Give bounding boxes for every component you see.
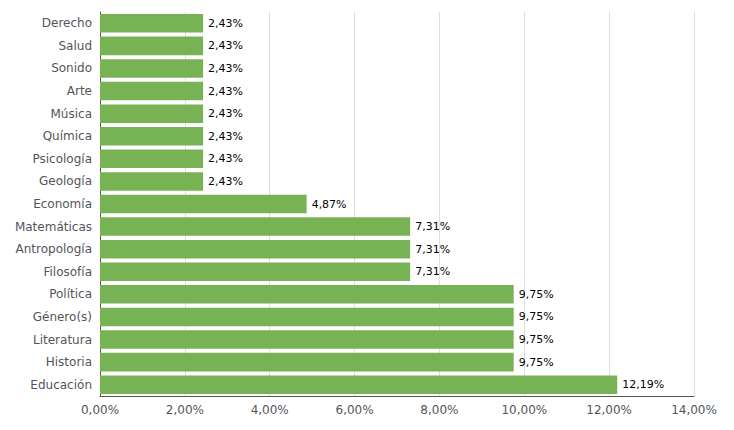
svg-text:9,75%: 9,75% xyxy=(519,288,554,301)
svg-text:4,87%: 4,87% xyxy=(312,198,347,211)
svg-text:2,43%: 2,43% xyxy=(208,107,243,120)
svg-text:12,19%: 12,19% xyxy=(622,378,664,391)
svg-text:Filosofía: Filosofía xyxy=(43,265,92,279)
svg-text:2,00%: 2,00% xyxy=(166,403,204,417)
svg-text:Salud: Salud xyxy=(58,39,92,53)
svg-text:4,00%: 4,00% xyxy=(251,403,289,417)
svg-text:9,75%: 9,75% xyxy=(519,310,554,323)
svg-text:6,00%: 6,00% xyxy=(336,403,374,417)
svg-text:12,00%: 12,00% xyxy=(586,403,632,417)
svg-text:10,00%: 10,00% xyxy=(501,403,547,417)
svg-text:7,31%: 7,31% xyxy=(415,220,450,233)
svg-text:Antropología: Antropología xyxy=(16,242,92,256)
svg-text:Química: Química xyxy=(43,129,92,143)
svg-text:0,00%: 0,00% xyxy=(81,403,119,417)
svg-text:7,31%: 7,31% xyxy=(415,265,450,278)
svg-text:Sonido: Sonido xyxy=(51,61,92,75)
svg-text:2,43%: 2,43% xyxy=(208,85,243,98)
svg-text:Economía: Economía xyxy=(33,197,92,211)
svg-text:9,75%: 9,75% xyxy=(519,356,554,369)
svg-text:14,00%: 14,00% xyxy=(671,403,717,417)
svg-text:2,43%: 2,43% xyxy=(208,175,243,188)
svg-text:Música: Música xyxy=(51,107,93,121)
svg-text:Literatura: Literatura xyxy=(33,333,92,347)
svg-text:Arte: Arte xyxy=(67,84,92,98)
svg-text:2,43%: 2,43% xyxy=(208,130,243,143)
svg-text:Psicología: Psicología xyxy=(32,152,92,166)
svg-text:2,43%: 2,43% xyxy=(208,17,243,30)
svg-text:Educación: Educación xyxy=(30,378,92,392)
svg-text:Historia: Historia xyxy=(46,355,92,369)
svg-text:Política: Política xyxy=(49,287,92,301)
svg-text:9,75%: 9,75% xyxy=(519,333,554,346)
svg-text:2,43%: 2,43% xyxy=(208,152,243,165)
svg-text:Género(s): Género(s) xyxy=(33,310,92,324)
svg-text:2,43%: 2,43% xyxy=(208,62,243,75)
svg-text:Matemáticas: Matemáticas xyxy=(15,220,92,234)
svg-text:2,43%: 2,43% xyxy=(208,39,243,52)
svg-text:7,31%: 7,31% xyxy=(415,243,450,256)
svg-text:Geología: Geología xyxy=(39,174,92,188)
svg-text:8,00%: 8,00% xyxy=(420,403,458,417)
svg-text:Derecho: Derecho xyxy=(42,16,92,30)
